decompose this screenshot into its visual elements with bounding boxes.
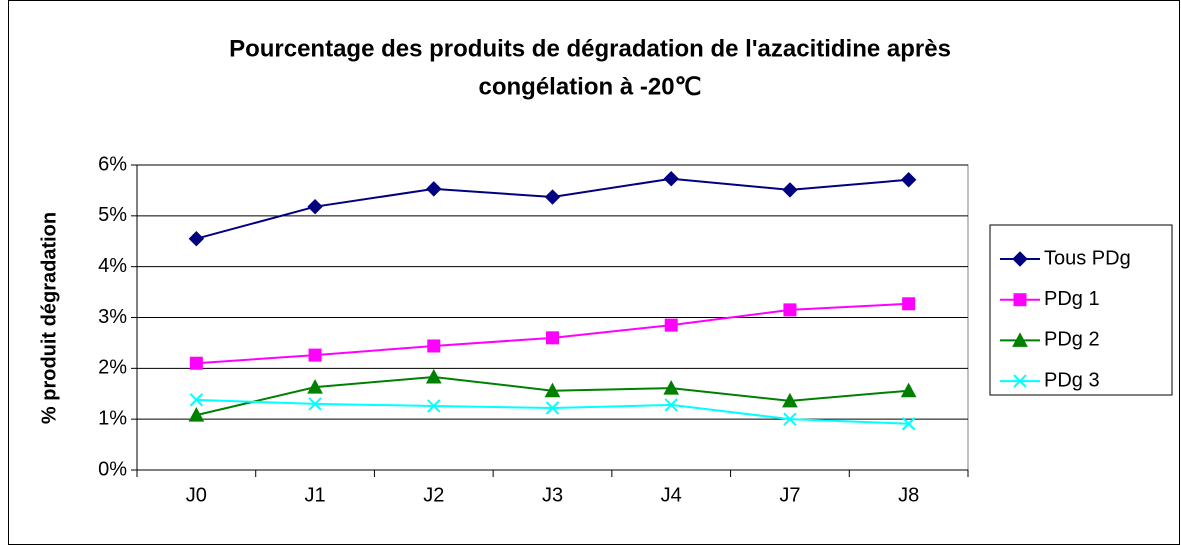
legend-label: PDg 1 xyxy=(1044,288,1100,310)
marker xyxy=(427,399,441,413)
y-tick-label: 1% xyxy=(98,407,127,429)
x-tick-label: J2 xyxy=(423,484,444,506)
marker xyxy=(425,368,442,384)
x-tick-label: J0 xyxy=(186,484,207,506)
marker xyxy=(1013,374,1027,388)
marker xyxy=(188,407,205,422)
marker xyxy=(1012,332,1028,347)
marker xyxy=(308,397,322,411)
marker xyxy=(664,318,678,332)
x-tick-label: J7 xyxy=(779,484,800,506)
x-tick-label: J1 xyxy=(305,484,326,506)
y-tick-label: 0% xyxy=(98,458,127,480)
x-tick-label: J4 xyxy=(661,484,682,506)
y-tick-label: 6% xyxy=(98,153,127,175)
marker xyxy=(783,303,797,317)
marker xyxy=(782,182,798,198)
marker xyxy=(189,393,204,407)
marker xyxy=(307,198,323,215)
y-tick-label: 4% xyxy=(98,255,127,277)
marker xyxy=(307,379,323,394)
marker xyxy=(900,172,917,188)
x-tick-label: J3 xyxy=(542,484,563,506)
y-tick-label: 2% xyxy=(98,357,127,379)
marker xyxy=(308,348,322,362)
legend-label: PDg 2 xyxy=(1044,329,1100,351)
marker xyxy=(189,356,203,370)
legend-label: Tous PDg xyxy=(1044,247,1131,269)
marker xyxy=(783,412,797,426)
marker xyxy=(188,231,205,247)
chart-title: Pourcentage des produits de dégradation … xyxy=(229,35,951,62)
marker xyxy=(1012,251,1028,267)
marker xyxy=(426,181,442,197)
marker xyxy=(663,380,680,395)
marker xyxy=(902,297,916,311)
y-axis-label: % produit dégradation xyxy=(38,212,60,424)
marker xyxy=(664,398,678,412)
marker xyxy=(782,392,798,408)
x-tick-label: J8 xyxy=(898,484,919,506)
marker xyxy=(544,189,561,205)
chart-title: congélation à -20℃ xyxy=(479,73,702,100)
marker xyxy=(663,171,679,187)
marker xyxy=(427,339,441,353)
marker xyxy=(901,417,916,431)
marker xyxy=(900,382,917,398)
legend-label: PDg 3 xyxy=(1044,369,1100,391)
marker xyxy=(1013,293,1027,307)
y-tick-label: 3% xyxy=(98,306,127,328)
marker xyxy=(546,331,559,345)
marker xyxy=(544,382,561,398)
y-tick-label: 5% xyxy=(98,204,127,226)
marker xyxy=(545,401,560,415)
